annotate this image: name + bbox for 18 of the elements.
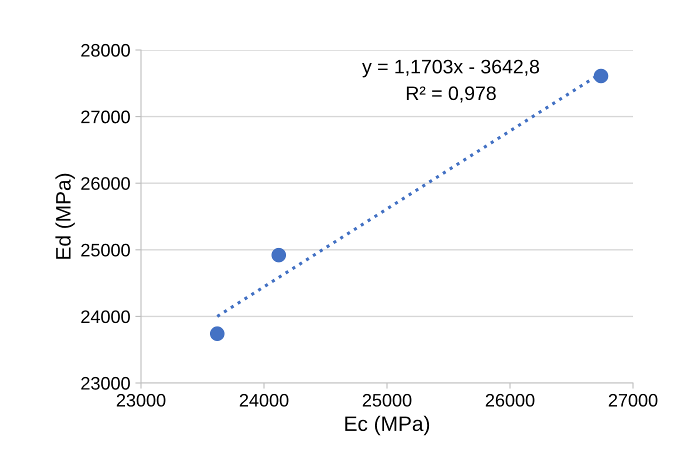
- x-tick-label: 26000: [486, 394, 534, 407]
- y-tick-label: 28000: [81, 44, 130, 57]
- y-tick-label: 24000: [81, 310, 130, 324]
- annotation: y = 1,1703x - 3642,8: [362, 60, 540, 78]
- y-axis-title: Ed (MPa): [55, 174, 75, 259]
- y-tick-label: 26000: [81, 177, 130, 190]
- y-tick-label: 25000: [81, 244, 130, 257]
- point: [271, 248, 286, 262]
- x-tick-label: 27000: [608, 394, 658, 407]
- x-tick-label: 23000: [116, 394, 166, 407]
- x-tick-label: 24000: [240, 394, 288, 407]
- y-tick-label: 23000: [81, 376, 130, 390]
- x-axis-title: Ec (MPa): [345, 416, 430, 436]
- point: [594, 68, 608, 84]
- point: [210, 326, 225, 341]
- y-tick-label: 27000: [81, 110, 130, 124]
- x-tick-label: 25000: [362, 394, 412, 407]
- annotation: R² = 0,978: [406, 86, 496, 102]
